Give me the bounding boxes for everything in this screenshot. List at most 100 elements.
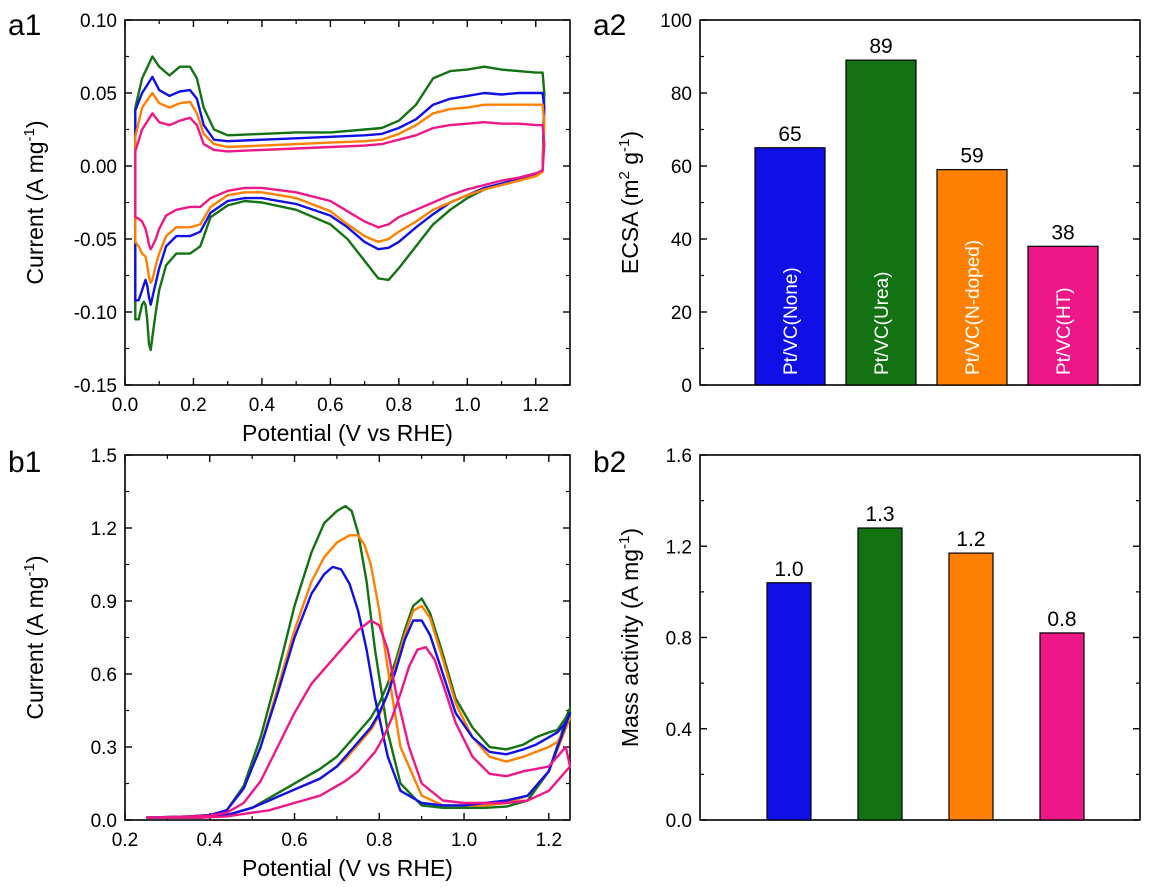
y-tick-label: 1.6: [666, 446, 692, 467]
x-tick-label: 0.2: [112, 830, 138, 851]
panel-label-a2: a2: [593, 9, 626, 42]
bar-Pt/VC(HT): [1039, 632, 1085, 821]
ylabel-sup: 2: [616, 171, 633, 179]
ylabel-mid: g: [617, 152, 643, 171]
value-label: 38: [1051, 221, 1074, 244]
ylabel-main: Current (A mg: [22, 576, 48, 719]
panel-b2: b2 0.0 0.4 0.8 1.2 1.6 Mass activity (A mg-1) 1…: [593, 446, 1141, 832]
panel-label-b1: b1: [8, 446, 41, 479]
bar-Pt/VC(HT): [1027, 245, 1099, 386]
x-tick-label: 0.6: [281, 830, 307, 851]
ylabel-sup2: -1: [616, 139, 633, 152]
bar-Pt/VC(None): [766, 582, 812, 821]
plot-frame: [124, 19, 571, 386]
x-tick-label: 0.6: [317, 395, 343, 416]
x-axis-label: Potential (V vs RHE): [242, 420, 453, 446]
x-tick-label: 0.8: [386, 395, 412, 416]
y-axis-label: Mass activity (A mg-1): [616, 528, 643, 747]
series-group: [146, 504, 572, 819]
ylabel-sup: -1: [21, 128, 38, 141]
category-label: Pt/VC(HT): [1054, 287, 1075, 375]
panel-label-b2: b2: [593, 446, 626, 479]
y-ticks: 0.0 0.4 0.8 1.2 1.6: [666, 446, 1140, 832]
y-ticks: 0.0 0.3 0.6 0.9 1.2 1.5: [91, 446, 570, 832]
x-tick-label: 0.0: [112, 395, 138, 416]
y-axis-label: ECSA (m2 g-1): [616, 131, 643, 274]
y-tick-label: 80: [671, 84, 692, 105]
x-tick-label: 1.2: [523, 395, 549, 416]
panel-a1: a10.0 0.2 0.4 0.6 0.8 1.0 1.2-0.15-0.10-0.050.…: [8, 9, 571, 446]
series-group: [134, 55, 546, 352]
x-tick-label: 0.4: [249, 395, 276, 416]
y-tick-label: 20: [671, 303, 692, 324]
x-axis-label: Potential (V vs RHE): [242, 855, 453, 881]
value-label: 65: [778, 123, 801, 146]
y-tick-label: 0.6: [91, 665, 117, 686]
y-tick-label: 1.5: [91, 446, 117, 467]
y-axis-label: Current (A mg-1): [21, 555, 48, 719]
y-tick-label: 0.3: [91, 738, 117, 759]
bar-Pt/VC(Urea): [845, 59, 917, 386]
value-label: 0.8: [1047, 608, 1076, 631]
x-tick-label: 1.0: [454, 395, 480, 416]
panel-b1: b1 0.2 0.4 0.6 0.8 1.0 1.2 0.0 0.3 0.6 0.9 1.2 1.5 Po…: [8, 446, 572, 881]
y-tick-label: 40: [671, 230, 692, 251]
ylabel-end: ): [22, 120, 48, 128]
y-axis-label: Current (A mg-1): [21, 120, 48, 284]
ylabel-main: ECSA (m: [617, 179, 643, 274]
ylabel-end: ): [22, 555, 48, 563]
y-tick-label: -0.15: [74, 376, 117, 397]
ylabel-sup: -1: [616, 536, 633, 549]
ylabel-end: ): [617, 131, 643, 139]
ylabel-end: ): [617, 528, 643, 536]
x-tick-label: 0.4: [197, 830, 224, 851]
series-Pt/VC(N-doped): [134, 91, 546, 284]
y-tick-label: 0.05: [80, 84, 117, 105]
bar-Pt/VC(Urea): [857, 527, 903, 821]
bar-Pt/VC(N-doped): [936, 169, 1008, 386]
bars: 65 Pt/VC(None) 89 Pt/VC(Urea) 59 Pt/VC(N-dope…: [754, 35, 1099, 386]
series-Pt/VC(None): [146, 565, 572, 819]
bar-Pt/VC(None): [754, 147, 826, 386]
series-Pt/VC(HT): [134, 112, 546, 251]
plot-frame: [124, 454, 571, 821]
y-ticks: 0 20 40 60 80 100: [660, 11, 1140, 397]
x-ticks: 0.0 0.2 0.4 0.6 0.8 1.0 1.2: [112, 20, 549, 416]
ylabel-main: Current (A mg: [22, 141, 48, 284]
y-tick-label: 100: [660, 11, 692, 32]
y-tick-label: 1.2: [91, 519, 117, 540]
x-tick-label: 0.2: [180, 395, 206, 416]
y-tick-label: 0.9: [91, 592, 117, 613]
x-tick-label: 0.8: [366, 830, 392, 851]
y-ticks: -0.15 -0.10 -0.05 0.00 0.05 0.10: [74, 11, 570, 397]
ylabel-sup: -1: [21, 563, 38, 576]
panel-a2: a2 0 20 40 60 80 100 ECSA (m2 g-1) 65 Pt/VC(None)…: [593, 9, 1141, 397]
y-tick-label: 1.2: [666, 537, 692, 558]
category-label: Pt/VC(None): [781, 267, 802, 375]
y-tick-label: 0.10: [80, 11, 117, 32]
y-tick-label: -0.05: [74, 230, 117, 251]
y-tick-label: 0.00: [80, 157, 117, 178]
value-label: 1.3: [865, 503, 894, 526]
category-label: Pt/VC(Urea): [872, 272, 893, 375]
y-tick-label: 0.0: [666, 811, 692, 832]
bars: 1.0 1.3 1.2 0.8: [766, 503, 1085, 821]
series-Pt/VC(Urea): [146, 504, 572, 819]
value-label: 89: [869, 35, 892, 58]
category-label: Pt/VC(N-doped): [963, 240, 984, 375]
series-Pt/VC(HT): [146, 619, 572, 819]
x-tick-label: 1.2: [536, 830, 562, 851]
x-tick-label: 1.0: [451, 830, 477, 851]
y-tick-label: 0.0: [91, 811, 117, 832]
y-tick-label: 0.8: [666, 629, 692, 650]
y-tick-label: 0: [681, 376, 692, 397]
ylabel-main: Mass activity (A mg: [617, 549, 643, 747]
bar-Pt/VC(N-doped): [948, 552, 994, 821]
y-tick-label: -0.10: [74, 303, 117, 324]
y-tick-label: 0.4: [666, 720, 693, 741]
panel-label-a1: a1: [8, 9, 41, 42]
value-label: 59: [960, 145, 983, 168]
value-label: 1.0: [774, 558, 803, 581]
value-label: 1.2: [956, 528, 985, 551]
